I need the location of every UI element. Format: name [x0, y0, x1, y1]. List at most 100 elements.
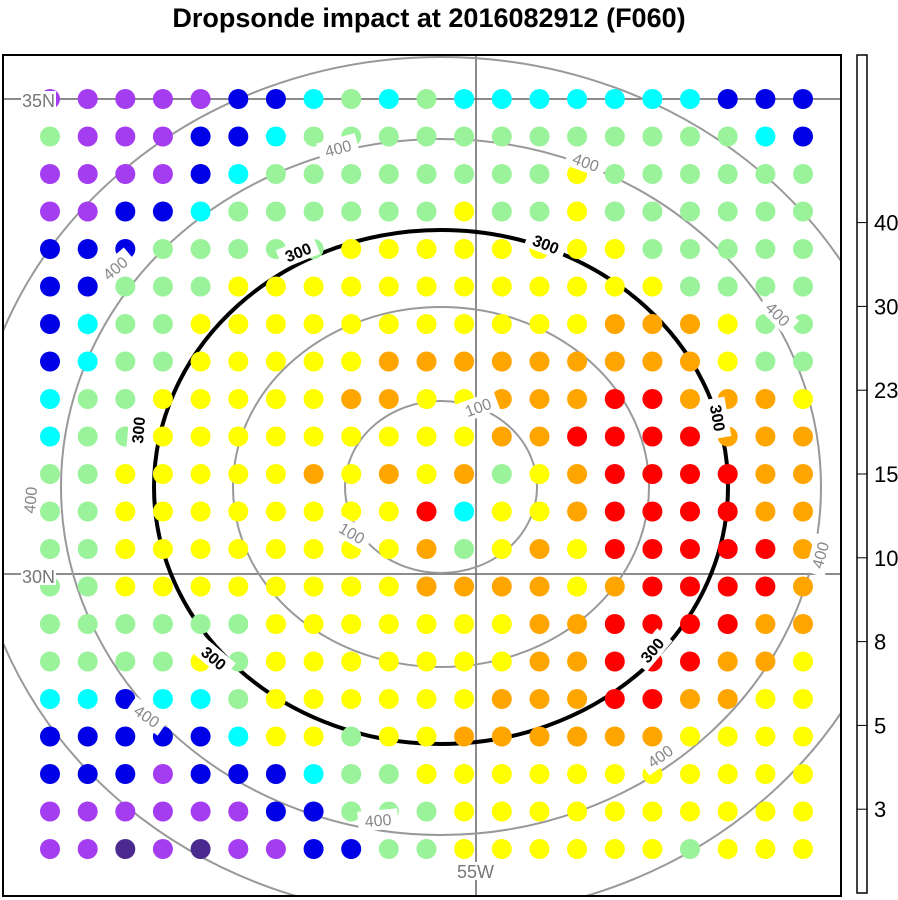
data-point — [40, 464, 60, 484]
data-point — [604, 651, 625, 672]
data-point — [115, 501, 136, 522]
data-point — [454, 839, 475, 859]
contour-label-bg — [637, 736, 683, 776]
contour-label-bg — [455, 390, 501, 424]
data-point — [190, 351, 211, 372]
data-point — [378, 726, 399, 747]
data-point — [77, 651, 98, 672]
data-point — [454, 576, 475, 597]
data-point — [454, 276, 475, 297]
data-point — [77, 389, 98, 409]
data-point — [755, 89, 776, 109]
data-point — [115, 576, 136, 597]
data-point — [604, 201, 625, 222]
data-point — [265, 651, 286, 672]
data-point — [680, 689, 700, 709]
data-point — [717, 764, 738, 784]
data-point — [604, 314, 625, 334]
data-point — [755, 501, 776, 522]
data-point — [755, 389, 776, 409]
data-point — [77, 539, 98, 559]
contour-300 — [152, 228, 730, 746]
contour-label-bg — [93, 247, 137, 289]
data-point — [378, 239, 399, 259]
data-point — [680, 89, 700, 109]
data-point — [491, 764, 512, 784]
data-point — [265, 689, 286, 709]
contour-label-text: 300 — [706, 404, 727, 433]
data-point — [416, 764, 437, 784]
data-point — [190, 426, 211, 447]
data-point — [529, 314, 550, 334]
data-point — [152, 426, 173, 447]
data-point — [115, 276, 136, 297]
data-point — [341, 164, 362, 184]
chart-title: Dropsonde impact at 2016082912 (F060) — [172, 3, 686, 33]
data-point — [190, 389, 211, 409]
data-point — [190, 689, 211, 709]
contour-label-bg — [523, 227, 569, 261]
data-point — [40, 239, 60, 259]
data-point — [265, 164, 286, 184]
data-point — [416, 164, 437, 184]
data-point — [341, 689, 362, 709]
data-point — [40, 276, 60, 297]
contour-label-bg — [316, 133, 360, 163]
data-point — [378, 389, 399, 409]
data-point — [378, 314, 399, 334]
data-point — [680, 276, 700, 297]
data-point — [717, 164, 738, 184]
data-point — [491, 839, 512, 859]
data-point — [152, 839, 173, 859]
data-point — [378, 539, 399, 559]
data-point — [567, 726, 588, 747]
data-point — [529, 126, 550, 147]
data-point — [680, 164, 700, 184]
data-point — [567, 764, 588, 784]
data-point — [77, 501, 98, 522]
data-point — [755, 164, 776, 184]
data-point — [680, 314, 700, 334]
data-point — [567, 539, 588, 559]
data-point — [755, 651, 776, 672]
contour-label-400: 400 — [563, 145, 609, 179]
data-point — [341, 726, 362, 747]
data-point — [529, 801, 550, 822]
contour-label-text: 400 — [364, 812, 392, 831]
data-point — [793, 764, 813, 784]
data-point — [793, 276, 813, 297]
data-point — [115, 801, 136, 822]
data-point — [265, 426, 286, 447]
data-point — [529, 276, 550, 297]
data-point — [378, 689, 399, 709]
data-point — [341, 764, 362, 784]
data-point — [717, 801, 738, 822]
data-point — [717, 726, 738, 747]
data-point — [604, 576, 625, 597]
data-point — [755, 126, 776, 147]
data-point — [793, 539, 813, 559]
data-point — [604, 351, 625, 372]
data-point — [454, 239, 475, 259]
data-point — [77, 126, 98, 147]
data-point — [717, 689, 738, 709]
data-point — [793, 614, 813, 634]
data-point — [303, 764, 324, 784]
contour-label-bg — [126, 409, 150, 451]
data-point — [793, 201, 813, 222]
data-point — [303, 651, 324, 672]
data-point — [228, 839, 249, 859]
data-point — [755, 614, 776, 634]
data-point — [680, 539, 700, 559]
data-point — [604, 539, 625, 559]
contour-label-400: 400 — [357, 808, 399, 832]
data-point — [303, 126, 324, 147]
data-point — [755, 276, 776, 297]
data-point — [40, 164, 60, 184]
data-point — [567, 501, 588, 522]
data-point — [793, 351, 813, 372]
data-point — [265, 539, 286, 559]
data-point — [491, 614, 512, 634]
data-point — [642, 801, 663, 822]
data-point — [793, 576, 813, 597]
